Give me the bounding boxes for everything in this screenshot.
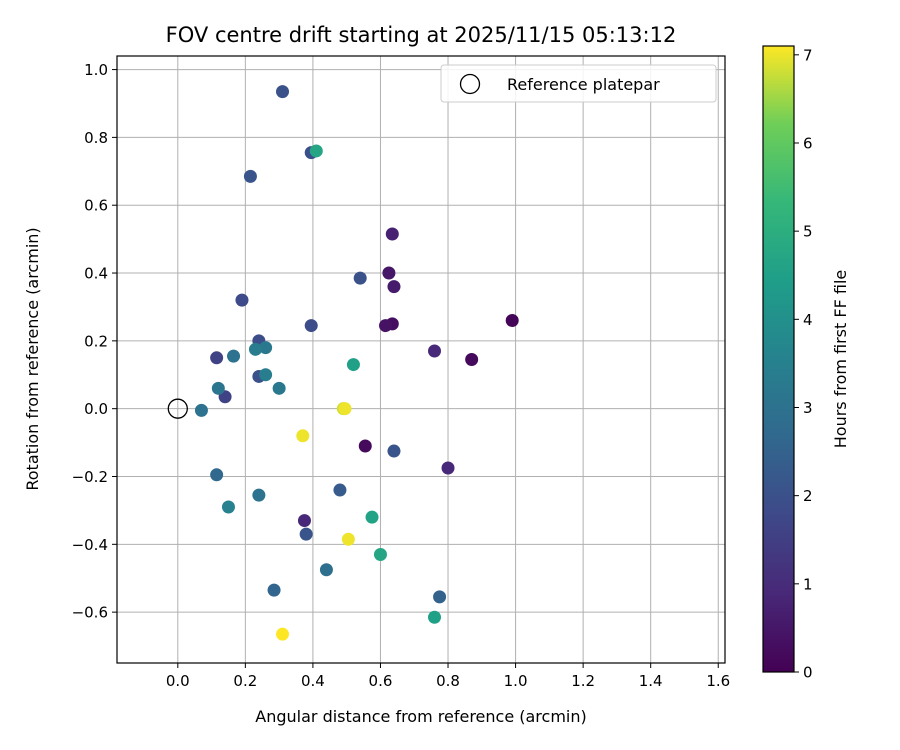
data-point (304, 319, 318, 333)
colorbar-tick-label: 7 (803, 46, 813, 64)
data-point (243, 169, 257, 183)
data-point (276, 85, 290, 99)
legend: Reference platepar (440, 64, 717, 103)
data-point (211, 381, 225, 395)
data-point (387, 280, 401, 294)
data-point (441, 461, 455, 475)
data-point (428, 344, 442, 358)
y-axis-label: Rotation from reference (arcmin) (23, 227, 42, 490)
data-point (382, 266, 396, 280)
colorbar-tick-label: 1 (803, 575, 813, 593)
data-point (309, 144, 323, 158)
x-tick-label: 0.0 (166, 672, 190, 690)
colorbar-tick-label: 4 (803, 311, 813, 329)
y-tick-label: 0.8 (84, 129, 108, 147)
data-point (379, 319, 393, 333)
y-tick-label: 0.4 (84, 265, 108, 283)
x-tick-label: 1.2 (571, 672, 595, 690)
data-point (428, 610, 442, 624)
data-point (227, 349, 241, 363)
reference-platepar-marker (167, 398, 188, 419)
data-point (373, 547, 387, 561)
x-tick-label: 0.2 (233, 672, 257, 690)
data-point (433, 590, 447, 604)
x-tick-label: 0.6 (369, 672, 393, 690)
data-point (319, 563, 333, 577)
data-point (465, 353, 479, 366)
y-tick-label: 1.0 (84, 61, 108, 79)
x-tick-label: 1.0 (504, 672, 528, 690)
colorbar-gradient (762, 45, 795, 673)
colorbar-tick-label: 5 (803, 223, 813, 241)
data-point (259, 341, 273, 355)
data-point (387, 444, 401, 458)
x-tick-label: 1.4 (639, 672, 663, 690)
y-tick-label: −0.6 (72, 604, 108, 622)
y-axis-ticks: −0.6 −0.4 −0.2 0.0 0.2 0.4 0.6 0.8 1.0 (72, 61, 117, 622)
y-tick-label: 0.0 (84, 400, 108, 418)
colorbar: 0 1 2 3 4 5 6 7 Hours from first FF file (762, 45, 850, 682)
data-point (252, 488, 266, 502)
data-point (272, 381, 286, 395)
data-point (235, 293, 249, 307)
colorbar-tick-label: 2 (803, 487, 813, 505)
data-point (296, 429, 310, 443)
data-point (333, 483, 347, 497)
data-point (358, 439, 372, 453)
data-point (210, 468, 224, 482)
x-tick-label: 0.8 (436, 672, 460, 690)
data-point (210, 351, 224, 365)
data-point (259, 368, 273, 382)
x-axis-ticks: 0.0 0.2 0.4 0.6 0.8 1.0 1.2 1.4 1.6 (166, 663, 730, 690)
x-tick-label: 1.6 (706, 672, 730, 690)
colorbar-tick-label: 3 (803, 399, 813, 417)
data-point (385, 227, 399, 241)
data-point (505, 314, 519, 328)
x-axis-label: Angular distance from reference (arcmin) (255, 707, 586, 726)
data-point (194, 403, 208, 417)
data-point (341, 532, 355, 546)
plot-frame (116, 55, 726, 664)
data-point (353, 271, 367, 285)
colorbar-tick-label: 0 (803, 664, 813, 682)
y-tick-label: 0.6 (84, 197, 108, 215)
data-point (267, 583, 281, 597)
grid-lines (117, 56, 725, 663)
data-point (248, 342, 262, 356)
colorbar-tick-label: 6 (803, 134, 813, 152)
data-point (338, 402, 352, 416)
data-point (365, 510, 379, 524)
colorbar-label: Hours from first FF file (831, 270, 850, 449)
data-point (299, 527, 313, 541)
chart-title: FOV centre drift starting at 2025/11/15 … (166, 23, 677, 47)
legend-reference-marker (459, 73, 481, 95)
data-point (221, 500, 235, 514)
data-point (297, 514, 311, 528)
y-tick-label: 0.2 (84, 332, 108, 350)
data-point (276, 627, 290, 641)
colorbar-ticks: 0 1 2 3 4 5 6 7 (794, 46, 813, 682)
x-tick-label: 0.4 (301, 672, 325, 690)
legend-label: Reference platepar (507, 75, 660, 94)
data-points (194, 85, 519, 641)
legend-box (440, 64, 717, 103)
y-tick-label: −0.2 (72, 468, 108, 486)
data-point (346, 358, 360, 372)
y-tick-label: −0.4 (72, 536, 108, 554)
